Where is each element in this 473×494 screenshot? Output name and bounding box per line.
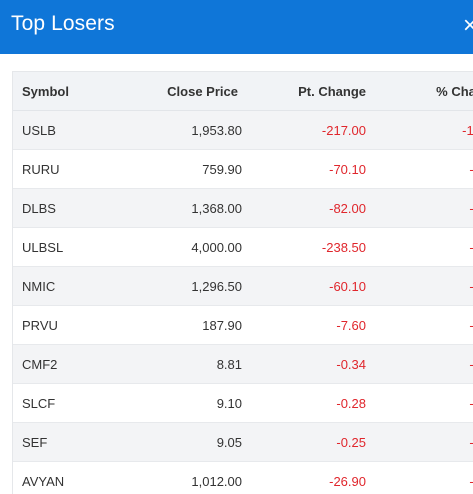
modal-header: Top Losers × [0,0,473,54]
top-losers-table-container[interactable]: Symbol Close Price Pt. Change % Change U… [12,71,473,494]
pct-change-cell: -2.99 [366,383,473,423]
symbol-cell: SLCF [13,383,122,423]
pct-change-cell: -4.43 [366,266,473,306]
symbol-cell: SEF [13,422,122,462]
symbol-cell: ULBSL [13,227,122,267]
table-row[interactable]: DLBS 1,368.00 -82.00 -5.66 [13,188,473,228]
pct-change-cell: -2.69 [366,422,473,462]
pt-change-cell: -0.28 [242,383,366,423]
pt-change-cell: -82.00 [242,188,366,228]
close-price-cell: 1,368.00 [122,188,242,228]
pct-change-cell: -10.00 [366,110,473,150]
symbol-cell: PRVU [13,305,122,345]
close-price-cell: 1,296.50 [122,266,242,306]
pct-change-cell: -3.72 [366,344,473,384]
close-price-cell: 9.05 [122,422,242,462]
column-header-close-price[interactable]: Close Price [122,72,242,111]
pt-change-cell: -217.00 [242,110,366,150]
pct-change-cell: -8.45 [366,149,473,189]
table-row[interactable]: SEF 9.05 -0.25 -2.69 [13,422,473,462]
table-row[interactable]: AVYAN 1,012.00 -26.90 -2.59 [13,461,473,494]
top-losers-table: Symbol Close Price Pt. Change % Change U… [13,72,473,494]
symbol-cell: DLBS [13,188,122,228]
pt-change-cell: -7.60 [242,305,366,345]
close-price-cell: 9.10 [122,383,242,423]
table-row[interactable]: NMIC 1,296.50 -60.10 -4.43 [13,266,473,306]
close-price-cell: 8.81 [122,344,242,384]
table-header-row: Symbol Close Price Pt. Change % Change [13,72,473,111]
column-header-symbol[interactable]: Symbol [13,72,122,111]
pct-change-cell: -2.59 [366,461,473,494]
pt-change-cell: -0.25 [242,422,366,462]
table-row[interactable]: ULBSL 4,000.00 -238.50 -5.63 [13,227,473,267]
close-price-cell: 4,000.00 [122,227,242,267]
table-row[interactable]: CMF2 8.81 -0.34 -3.72 [13,344,473,384]
pct-change-cell: -3.89 [366,305,473,345]
symbol-cell: AVYAN [13,461,122,494]
pct-change-cell: -5.63 [366,227,473,267]
close-icon[interactable]: × [462,12,473,39]
pt-change-cell: -26.90 [242,461,366,494]
pt-change-cell: -238.50 [242,227,366,267]
table-row[interactable]: PRVU 187.90 -7.60 -3.89 [13,305,473,345]
pt-change-cell: -60.10 [242,266,366,306]
modal-title: Top Losers [11,12,115,35]
symbol-cell: CMF2 [13,344,122,384]
pt-change-cell: -0.34 [242,344,366,384]
symbol-cell: RURU [13,149,122,189]
pt-change-cell: -70.10 [242,149,366,189]
pct-change-cell: -5.66 [366,188,473,228]
table-row[interactable]: RURU 759.90 -70.10 -8.45 [13,149,473,189]
close-price-cell: 187.90 [122,305,242,345]
close-price-cell: 759.90 [122,149,242,189]
symbol-cell: NMIC [13,266,122,306]
column-header-pct-change[interactable]: % Change [366,72,473,111]
symbol-cell: USLB [13,110,122,150]
close-price-cell: 1,953.80 [122,110,242,150]
column-header-pt-change[interactable]: Pt. Change [242,72,366,111]
table-row[interactable]: USLB 1,953.80 -217.00 -10.00 [13,110,473,150]
close-price-cell: 1,012.00 [122,461,242,494]
table-row[interactable]: SLCF 9.10 -0.28 -2.99 [13,383,473,423]
